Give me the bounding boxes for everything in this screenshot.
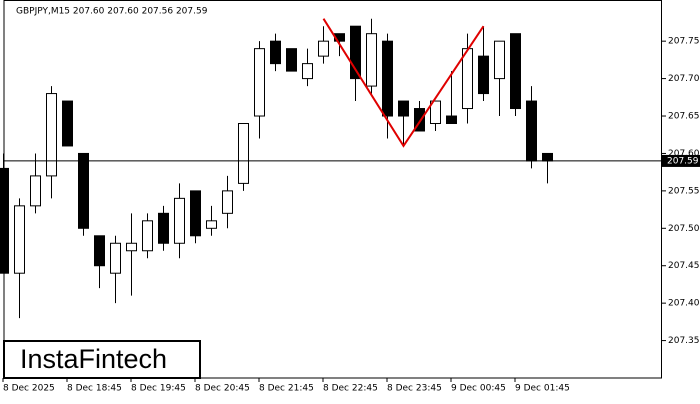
candle-body [478,55,489,95]
candle-body [526,100,537,162]
candle-body [142,220,153,252]
candle-body [78,152,89,229]
y-tick-label: 207.65 [668,112,700,122]
candle-body [62,100,73,147]
candle-body [286,48,297,72]
candle-body [206,220,217,229]
candle-body [446,115,457,125]
y-tick-label: 207.45 [668,261,700,271]
candle-body [366,33,377,87]
candle-body [494,40,505,80]
plot-frame [3,0,662,379]
candle-body [462,48,473,110]
candle-body [302,63,313,80]
candle-body [126,242,137,252]
candle-body [14,205,25,274]
candle-body [30,175,41,207]
candle-body [270,40,281,65]
current-price-tag [662,154,700,167]
candle-body [222,190,233,214]
candle-body [254,48,265,117]
candle-body [414,108,425,132]
candle-body [46,93,57,177]
x-tick-label: 9 Dec 00:45 [451,384,506,394]
candle-body [174,197,185,244]
y-tick-label: 207.40 [668,299,700,309]
candle-body [430,100,441,125]
x-tick-label: 8 Dec 23:45 [387,384,442,394]
x-tick-label: 8 Dec 18:45 [67,384,122,394]
x-tick-label: 8 Dec 2025 [3,384,55,394]
x-tick-label: 9 Dec 01:45 [515,384,570,394]
candle-body [110,242,121,274]
candle-body [318,40,329,57]
y-tick-label: 207.35 [668,336,700,346]
candle-body [510,33,521,110]
logo-box [3,340,201,379]
chart-title: GBPJPY,M15 207.60 207.60 207.56 207.59 [16,7,208,17]
x-tick-label: 8 Dec 19:45 [131,384,186,394]
candle-body [94,235,105,267]
candle-body [398,100,409,117]
x-tick-label: 8 Dec 21:45 [259,384,314,394]
candle-body [542,152,553,162]
candle-body [382,40,393,117]
y-tick-label: 207.50 [668,224,700,234]
x-tick-label: 8 Dec 22:45 [323,384,378,394]
current-price-label: 207.59 [667,156,699,166]
y-tick-label: 207.70 [668,74,700,84]
candle-body [190,190,201,237]
y-tick-label: 207.55 [668,186,700,196]
candle-body [350,25,361,80]
x-tick-label: 8 Dec 20:45 [195,384,250,394]
candle-body [0,167,9,274]
candle-body [158,212,169,244]
y-tick-label: 207.60 [668,149,700,159]
logo: InstaFintech [20,344,167,374]
candle-body [238,123,249,184]
pattern-line [322,18,485,148]
y-tick-label: 207.75 [668,37,700,47]
